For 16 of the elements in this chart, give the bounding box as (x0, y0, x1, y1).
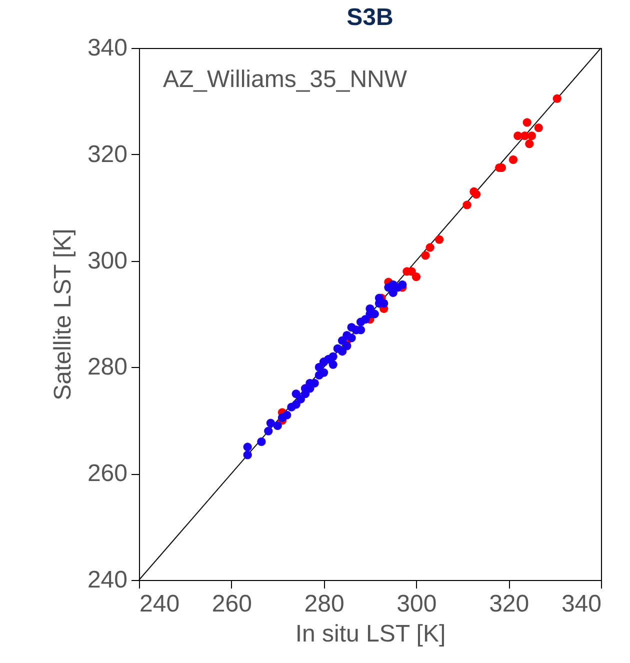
x-tick-label: 320 (489, 590, 530, 618)
y-tick-label: 280 (87, 354, 128, 381)
y-tick-label: 320 (87, 140, 128, 168)
x-tick-label: 280 (304, 590, 344, 618)
x-tick-label: 340 (561, 590, 602, 618)
y-tick-label: 300 (87, 247, 128, 274)
x-tick-label: 300 (396, 590, 437, 618)
y-axis-title: Satellite LST [K] (49, 228, 76, 400)
x-tick-label: 260 (212, 590, 252, 618)
y-tick-label: 340 (87, 34, 128, 62)
x-axis-title: In situ LST [K] (295, 620, 446, 648)
y-tick-label: 260 (87, 460, 128, 488)
y-tick-label: 240 (87, 566, 128, 594)
chart-title: S3B (346, 4, 394, 31)
x-tick-label: 240 (140, 590, 180, 618)
annotation: AZ_Williams_35_NNW (163, 66, 408, 93)
